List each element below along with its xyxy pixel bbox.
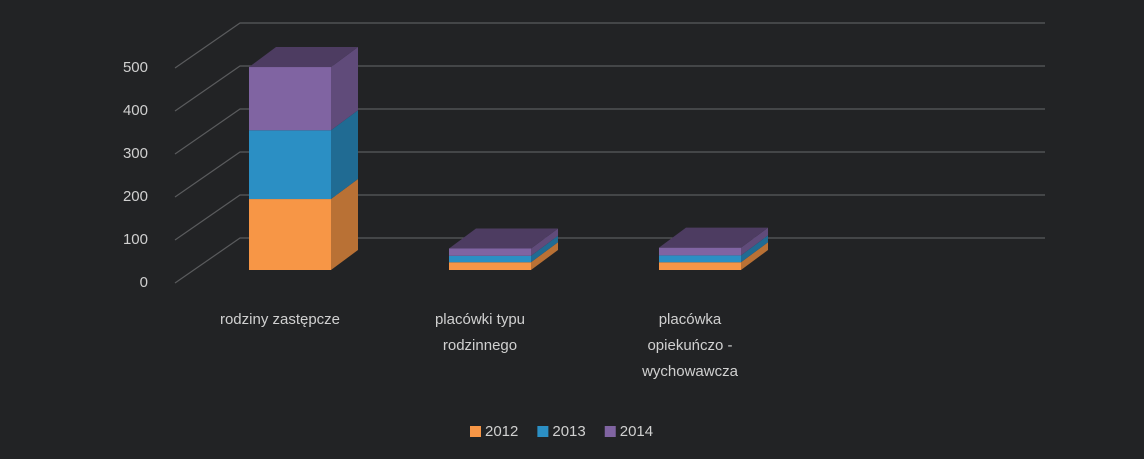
bar-side	[741, 235, 768, 263]
grid-line	[174, 194, 1045, 241]
bar	[449, 228, 558, 256]
legend-swatch	[604, 426, 616, 437]
legend-label: 2013	[552, 423, 585, 440]
bar-front	[659, 255, 741, 263]
bar-side	[331, 110, 358, 200]
x-tick-label-line: wychowawcza	[641, 363, 739, 380]
y-tick-label: 100	[123, 231, 148, 248]
grid-line	[174, 151, 1045, 198]
grid-line	[174, 108, 1045, 155]
bar-front	[659, 262, 741, 270]
bar-side	[531, 242, 558, 270]
bar-side	[741, 242, 768, 270]
x-tick-label-line: opiekuńczo -	[647, 337, 732, 354]
bar	[659, 235, 768, 263]
x-tick-label-line: rodzinnego	[443, 337, 517, 354]
x-tick-label-line: rodziny zastępcze	[220, 311, 340, 328]
legend-swatch	[537, 426, 549, 437]
bar-front	[249, 130, 331, 200]
x-tick-label: placówka opiekuńczo - wychowawcza	[641, 311, 739, 380]
bar	[249, 179, 358, 270]
bar	[449, 242, 558, 270]
y-tick-label: 300	[123, 145, 148, 162]
legend-label: 2014	[620, 423, 653, 440]
bar-side	[531, 235, 558, 263]
x-tick-label: rodziny zastępcze	[220, 311, 340, 328]
bar-front	[659, 247, 741, 256]
y-tick-label: 400	[123, 102, 148, 119]
bar-front	[449, 255, 531, 263]
bar-top	[659, 227, 768, 248]
bar	[249, 110, 358, 200]
bar-side	[331, 47, 358, 131]
legend-swatch	[470, 426, 481, 437]
bar-side	[531, 228, 558, 256]
bar	[659, 227, 768, 256]
bar-side	[741, 227, 768, 256]
y-tick-label: 200	[123, 188, 148, 205]
bar-front	[249, 67, 331, 131]
bar-front	[249, 199, 331, 270]
y-tick-label: 0	[140, 274, 148, 291]
bar-side	[331, 179, 358, 270]
x-tick-label: placówki typu rodzinnego	[435, 311, 525, 354]
bar	[449, 235, 558, 263]
bar-top	[249, 47, 358, 68]
legend-label: 2012	[485, 423, 518, 440]
x-tick-label-line: placówka	[659, 311, 722, 328]
y-tick-label: 500	[123, 59, 148, 76]
bar-front	[449, 262, 531, 270]
x-tick-label-line: placówki typu	[435, 311, 525, 328]
bar	[249, 47, 358, 131]
grid-line	[174, 22, 1045, 69]
bar-top	[449, 228, 558, 249]
grid-line	[174, 237, 1045, 284]
bar	[659, 242, 768, 270]
bar-front	[449, 248, 531, 256]
grid-line	[174, 65, 1045, 112]
